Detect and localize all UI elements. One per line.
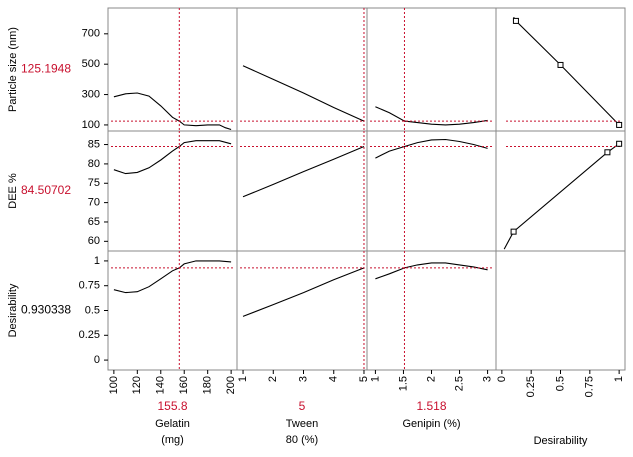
panel-frame [107, 7, 238, 132]
x-tick-label: 180 [202, 376, 214, 394]
x-tick-label: 2 [267, 376, 279, 382]
profile-curve [375, 138, 488, 159]
desirability-handle[interactable] [616, 121, 623, 128]
y-tick-label: 80 [88, 158, 100, 170]
factor-label: Gelatin [155, 418, 190, 430]
panel-frame [236, 250, 368, 371]
response-label: Desirability [7, 283, 19, 337]
factor-current-value: 1.518 [416, 399, 446, 413]
desirability-axis-label: Desirability [534, 435, 588, 447]
desirability-handle[interactable] [557, 61, 564, 68]
profile-curve [242, 65, 365, 122]
x-tick-label: 0.25 [525, 376, 537, 397]
x-tick-label: 1 [369, 376, 381, 382]
x-tick-label: 100 [108, 376, 120, 394]
response-label: Particle size (nm) [7, 27, 19, 112]
x-tick-label: 0.5 [554, 376, 566, 391]
y-tick-label: 0.75 [79, 280, 100, 292]
profile-curve [242, 145, 365, 198]
x-tick-label: 4 [328, 376, 340, 382]
x-tick-label: 120 [131, 376, 143, 394]
panel-frame [236, 7, 368, 132]
y-tick-label: 75 [88, 177, 100, 189]
x-tick-label: 5 [358, 376, 370, 382]
panel-frame [107, 130, 238, 252]
factor-label: Tween [286, 418, 318, 430]
factor-current-value: 5 [299, 399, 306, 413]
profile-curve [113, 260, 232, 294]
x-tick-label: 1 [237, 376, 249, 382]
panel-frame [366, 7, 497, 132]
x-tick-label: 2 [425, 376, 437, 382]
panel-frame [495, 250, 626, 371]
response-current-value: 0.930338 [21, 303, 71, 317]
y-tick-label: 1 [94, 255, 100, 267]
factor-label-unit: 80 (%) [286, 434, 318, 446]
x-tick-label: 160 [178, 376, 190, 394]
response-current-value: 125.1948 [21, 62, 71, 76]
panel-frame [366, 130, 497, 252]
panel-frame [107, 250, 238, 371]
y-tick-label: 85 [88, 138, 100, 150]
y-tick-label: 300 [82, 88, 100, 100]
x-tick-label: 1 [613, 376, 625, 382]
factor-current-value: 155.8 [157, 399, 187, 413]
x-tick-label: 3 [297, 376, 309, 382]
factor-label: Genipin (%) [402, 418, 460, 430]
y-tick-label: 60 [88, 235, 100, 247]
y-tick-label: 100 [82, 119, 100, 131]
x-tick-label: 140 [155, 376, 167, 394]
panel-frame [366, 250, 497, 371]
response-current-value: 84.50702 [21, 183, 71, 197]
y-tick-label: 70 [88, 197, 100, 209]
desirability-function-line [513, 16, 620, 126]
x-tick-label: 200 [225, 376, 237, 394]
desirability-handle[interactable] [604, 149, 611, 156]
x-tick-label: 0 [496, 376, 508, 382]
factor-label-unit: (mg) [161, 434, 184, 446]
profile-curve [113, 140, 232, 175]
panel-frame [495, 7, 626, 132]
desirability-function-line [503, 143, 620, 250]
profile-curve [375, 262, 488, 280]
profile-curve [113, 92, 232, 131]
profile-curve [242, 267, 365, 317]
response-label: DEE % [7, 173, 19, 209]
x-tick-label: 1.5 [397, 376, 409, 391]
desirability-handle[interactable] [512, 17, 519, 24]
y-tick-label: 0 [94, 354, 100, 366]
x-tick-label: 0.75 [584, 376, 596, 397]
y-tick-label: 700 [82, 28, 100, 40]
x-tick-label: 3 [481, 376, 493, 382]
x-tick-label: 2.5 [453, 376, 465, 391]
desirability-handle[interactable] [616, 140, 623, 147]
y-tick-label: 0.5 [85, 304, 100, 316]
y-tick-label: 65 [88, 216, 100, 228]
y-tick-label: 0.25 [79, 329, 100, 341]
profile-curve [375, 106, 488, 126]
desirability-handle[interactable] [510, 228, 517, 235]
y-tick-label: 500 [82, 58, 100, 70]
